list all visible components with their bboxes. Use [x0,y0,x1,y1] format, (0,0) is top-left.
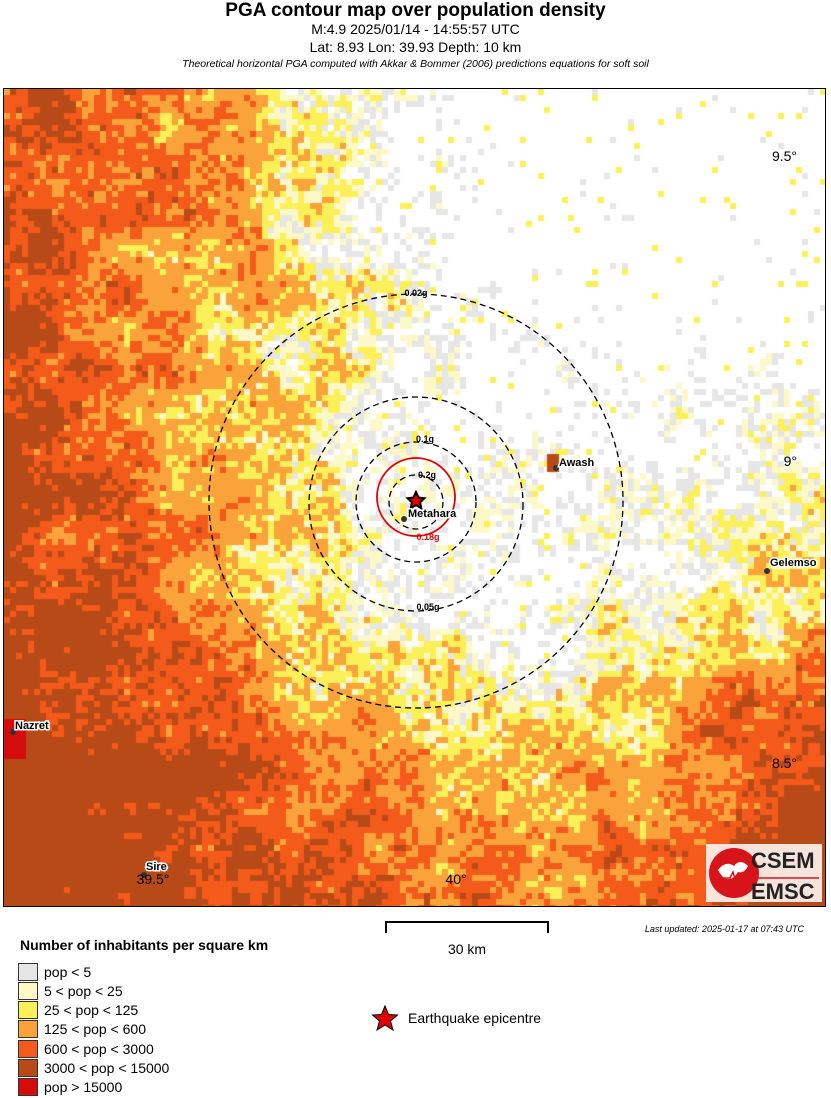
logo-bottom-text: EMSC [751,879,815,902]
lon-tick: 40° [445,871,466,887]
lat-tick: 9.5° [772,148,797,164]
map-overlay: 0.02g 0.05g 0.1g 0.2g 0.18g Awash Metaha… [10,148,818,887]
city-gelemso: Gelemso [764,556,818,574]
legend-label: 5 < pop < 25 [44,982,123,999]
legend-swatch [18,1020,38,1039]
svg-text:Gelemso: Gelemso [770,557,817,569]
epicentre-legend-label: Earthquake epicentre [408,1010,542,1026]
lat-tick: 8.5° [772,755,797,771]
scale-bar [385,921,549,933]
contour-0.05g [308,396,524,612]
legend-label: 125 < pop < 600 [44,1021,146,1038]
svg-text:Nazret: Nazret [15,720,49,732]
contour-0.02g [208,293,624,709]
city-awash: Awash [553,456,596,471]
city-sire: Sire [141,860,168,878]
legend-swatch [18,981,38,1000]
map-title: PGA contour map over population density [225,0,606,21]
city-metahara: Metahara [401,507,459,522]
event-summary: M:4.9 2025/01/14 - 14:55:57 UTC [311,21,520,37]
legend-item: 5 < pop < 25 [18,981,123,1000]
logo-top-text: CSEM [751,848,815,873]
svg-text:Metahara: Metahara [408,508,457,520]
legend-item: 125 < pop < 600 [18,1020,146,1039]
lat-tick: 9° [784,453,797,469]
legend-label: 25 < pop < 125 [44,1002,139,1019]
scale-label: 30 km [447,941,487,957]
legend-swatch [18,962,38,981]
method-note: Theoretical horizontal PGA computed with… [182,58,649,70]
legend-item: 600 < pop < 3000 [18,1039,154,1058]
contour-red [376,457,456,537]
legend-item: 25 < pop < 125 [18,1001,138,1020]
epicentre-star-icon [405,489,427,511]
star-icon [371,1004,399,1032]
legend-item: pop > 15000 [18,1078,122,1097]
legend-swatch [18,1059,38,1077]
legend-swatch [18,1078,38,1097]
population-map[interactable]: 0.02g 0.05g 0.1g 0.2g 0.18g Awash Metaha… [3,88,826,907]
csem-emsc-logo: CSEM EMSC [706,844,822,902]
legend-swatch [18,1039,38,1058]
epicentre-legend: Earthquake epicentre [370,1004,541,1032]
legend-item: 3000 < pop < 15000 [18,1059,169,1078]
contour-label: 0.1g [416,434,434,444]
contour-label: 0.18g [416,532,439,542]
contour-label: 0.05g [416,602,439,612]
city-nazret: Nazret [10,719,50,735]
svg-text:Awash: Awash [559,457,595,469]
lon-tick: 39.5° [137,871,170,887]
contour-label: 0.2g [418,470,436,480]
legend-label: 600 < pop < 3000 [44,1040,154,1057]
legend-title: Number of inhabitants per square km [20,937,269,953]
legend-swatch [18,1001,38,1020]
contour-label: 0.02g [404,288,427,298]
legend-label: pop < 5 [44,963,92,980]
legend-item: pop < 5 [18,962,91,981]
last-updated: Last updated: 2025-01-17 at 07:43 UTC [644,924,804,934]
svg-text:Sire: Sire [146,861,167,873]
legend-label: pop > 15000 [44,1079,123,1096]
contour-0.1g [355,441,477,563]
event-location: Lat: 8.93 Lon: 39.93 Depth: 10 km [309,39,522,55]
legend-label: 3000 < pop < 15000 [44,1060,170,1076]
contour-0.2g [388,474,444,530]
